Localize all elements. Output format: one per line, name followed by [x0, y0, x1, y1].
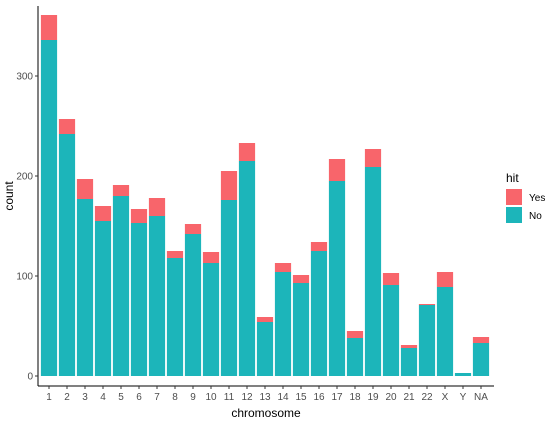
bar-no-20 [382, 285, 400, 376]
x-tick-label: 21 [403, 392, 415, 403]
bar-yes-3 [76, 179, 94, 199]
x-tick-label: 17 [331, 392, 343, 403]
bar-yes-5 [112, 185, 130, 196]
bar-no-21 [400, 348, 418, 376]
y-tick-label: 0 [27, 372, 33, 383]
x-tick-label: 12 [241, 392, 253, 403]
bar-no-18 [346, 338, 364, 376]
bar-yes-9 [184, 224, 202, 234]
legend-title: hit [506, 171, 519, 185]
bar-no-8 [166, 258, 184, 376]
x-tick-label: 10 [205, 392, 217, 403]
x-tick-label: 15 [295, 392, 307, 403]
x-tick-label: 1 [46, 392, 52, 403]
bar-yes-6 [130, 209, 148, 223]
x-tick-label: 2 [64, 392, 70, 403]
bar-yes-X [436, 272, 454, 287]
bar-yes-1 [40, 15, 58, 40]
y-axis-title: count [2, 181, 16, 211]
bar-yes-13 [256, 317, 274, 322]
bar-yes-18 [346, 331, 364, 338]
legend-label-no: No [529, 211, 542, 222]
bar-no-10 [202, 263, 220, 376]
bar-no-3 [76, 199, 94, 376]
legend: hit Yes No [506, 171, 545, 223]
x-tick-label: 13 [259, 392, 271, 403]
x-tick-label: 5 [118, 392, 124, 403]
bar-yes-22 [418, 304, 436, 305]
x-tick-label: NA [474, 392, 488, 403]
bar-yes-11 [220, 171, 238, 200]
x-tick-label: 7 [154, 392, 160, 403]
y-tick-label: 300 [16, 72, 33, 83]
bar-no-2 [58, 134, 76, 376]
x-tick-label: 20 [385, 392, 397, 403]
legend-swatch-yes [506, 189, 522, 205]
x-tick-label: 6 [136, 392, 142, 403]
x-tick-label: 16 [313, 392, 325, 403]
legend-label-yes: Yes [529, 193, 545, 204]
bar-yes-14 [274, 263, 292, 272]
x-axis-title: chromosome [231, 406, 301, 420]
legend-swatch-no [506, 207, 522, 223]
x-tick-label: 11 [224, 392, 235, 403]
x-tick-label: 4 [100, 392, 106, 403]
bar-yes-NA [472, 337, 490, 343]
y-tick-label: 200 [16, 172, 33, 183]
bar-no-14 [274, 272, 292, 376]
y-tick-label: 100 [16, 272, 33, 283]
bar-no-13 [256, 322, 274, 376]
bar-no-NA [472, 343, 490, 376]
bar-yes-4 [94, 206, 112, 221]
x-tick-label: 8 [172, 392, 178, 403]
x-tick-label: 3 [82, 392, 88, 403]
bar-yes-10 [202, 252, 220, 263]
bar-no-X [436, 287, 454, 376]
bar-yes-20 [382, 273, 400, 285]
bar-no-19 [364, 167, 382, 376]
bar-no-Y [454, 373, 472, 376]
bar-no-17 [328, 181, 346, 376]
x-tick-label: 9 [190, 392, 196, 403]
bar-yes-8 [166, 251, 184, 258]
bar-no-7 [148, 216, 166, 376]
bar-yes-19 [364, 149, 382, 167]
bar-yes-16 [310, 242, 328, 251]
bar-no-12 [238, 161, 256, 376]
bar-no-22 [418, 305, 436, 376]
y-axis-ticks: 0 100 200 300 [16, 72, 38, 383]
bar-no-16 [310, 251, 328, 376]
x-tick-label: 19 [367, 392, 379, 403]
bar-yes-17 [328, 159, 346, 181]
bar-yes-15 [292, 275, 310, 283]
x-tick-label: Y [460, 392, 467, 403]
bar-no-11 [220, 200, 238, 376]
bar-no-15 [292, 283, 310, 376]
bar-no-6 [130, 223, 148, 376]
bar-yes-2 [58, 119, 76, 134]
bar-no-1 [40, 40, 58, 376]
x-tick-label: 18 [349, 392, 361, 403]
bars-group [40, 15, 490, 376]
x-tick-label: X [442, 392, 449, 403]
bar-no-4 [94, 221, 112, 376]
x-axis-ticks: 1 2 3 4 5 6 7 8 9 10 11 12 13 14 15 16 17 18 19 20 21 22 X Y NA [46, 386, 488, 403]
bar-yes-12 [238, 143, 256, 161]
x-tick-label: 22 [421, 392, 433, 403]
bar-yes-7 [148, 198, 166, 216]
bar-no-5 [112, 196, 130, 376]
bar-no-9 [184, 234, 202, 376]
x-tick-label: 14 [277, 392, 289, 403]
bar-yes-21 [400, 345, 418, 348]
